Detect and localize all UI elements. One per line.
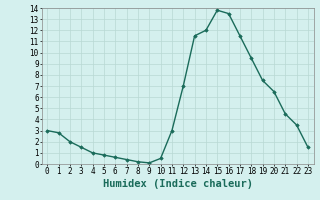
X-axis label: Humidex (Indice chaleur): Humidex (Indice chaleur) [103,179,252,189]
